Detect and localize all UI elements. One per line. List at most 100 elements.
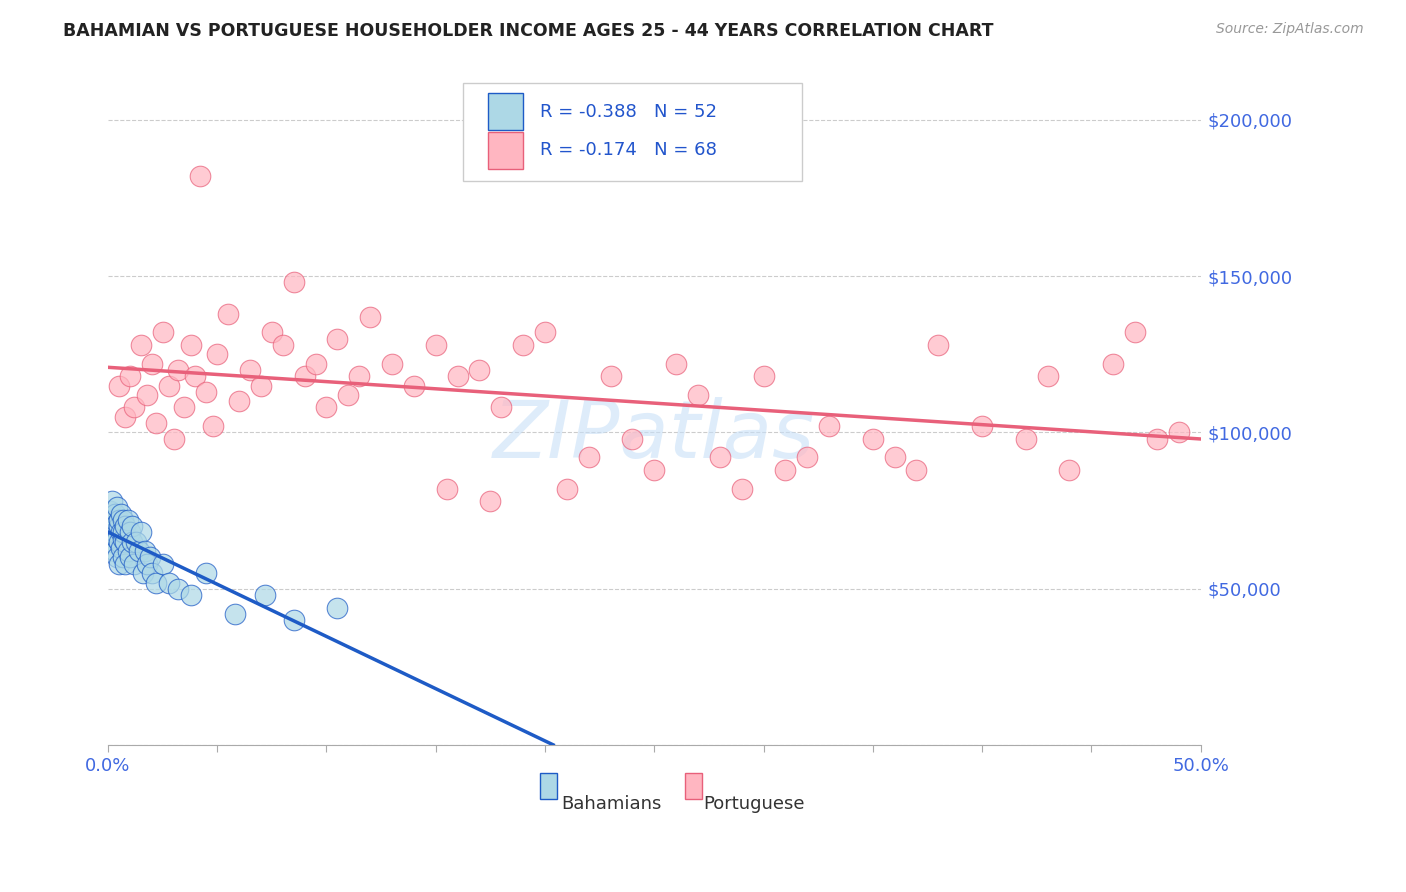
- Point: [103, 507, 125, 521]
- Text: BAHAMIAN VS PORTUGUESE HOUSEHOLDER INCOME AGES 25 - 44 YEARS CORRELATION CHART: BAHAMIAN VS PORTUGUESE HOUSEHOLDER INCOM…: [63, 22, 994, 40]
- Point: [555, 482, 578, 496]
- Point: [167, 582, 190, 596]
- Point: [1167, 425, 1189, 440]
- Point: [315, 401, 337, 415]
- Point: [128, 544, 150, 558]
- Point: [108, 513, 131, 527]
- Point: [927, 338, 949, 352]
- Point: [157, 378, 180, 392]
- Point: [129, 525, 152, 540]
- Point: [110, 507, 132, 521]
- Point: [224, 607, 246, 621]
- Point: [468, 363, 491, 377]
- Text: Portuguese: Portuguese: [703, 796, 804, 814]
- Point: [1036, 369, 1059, 384]
- Point: [188, 169, 211, 183]
- Point: [479, 494, 502, 508]
- Point: [180, 588, 202, 602]
- Point: [446, 369, 468, 384]
- Text: R = -0.174   N = 68: R = -0.174 N = 68: [540, 141, 717, 160]
- Point: [136, 557, 159, 571]
- Point: [970, 419, 993, 434]
- Point: [118, 525, 141, 540]
- Point: [883, 450, 905, 465]
- Point: [134, 544, 156, 558]
- Point: [349, 369, 371, 384]
- Point: [201, 419, 224, 434]
- Point: [1102, 357, 1125, 371]
- Point: [152, 557, 174, 571]
- FancyBboxPatch shape: [685, 773, 703, 799]
- Point: [686, 388, 709, 402]
- Point: [103, 544, 125, 558]
- Point: [105, 550, 128, 565]
- Point: [114, 519, 136, 533]
- Point: [402, 378, 425, 392]
- Point: [578, 450, 600, 465]
- Point: [114, 534, 136, 549]
- FancyBboxPatch shape: [488, 132, 523, 169]
- Point: [254, 588, 277, 602]
- Point: [621, 432, 644, 446]
- Text: ZIPatlas: ZIPatlas: [494, 397, 815, 475]
- Point: [643, 463, 665, 477]
- Point: [796, 450, 818, 465]
- Point: [491, 401, 513, 415]
- Text: Bahamians: Bahamians: [561, 796, 662, 814]
- Point: [136, 388, 159, 402]
- Point: [294, 369, 316, 384]
- Point: [117, 544, 139, 558]
- Point: [110, 525, 132, 540]
- Point: [141, 566, 163, 581]
- Point: [665, 357, 688, 371]
- Point: [818, 419, 841, 434]
- Point: [122, 557, 145, 571]
- Point: [138, 550, 160, 565]
- Point: [121, 519, 143, 533]
- Point: [599, 369, 621, 384]
- Point: [250, 378, 273, 392]
- Point: [337, 388, 360, 402]
- Point: [112, 532, 135, 546]
- Point: [752, 369, 775, 384]
- Point: [117, 513, 139, 527]
- Point: [122, 401, 145, 415]
- Point: [114, 557, 136, 571]
- Text: R = -0.388   N = 52: R = -0.388 N = 52: [540, 103, 717, 121]
- Point: [217, 307, 239, 321]
- Point: [271, 338, 294, 352]
- Point: [162, 432, 184, 446]
- Point: [105, 500, 128, 515]
- Point: [105, 532, 128, 546]
- Point: [141, 357, 163, 371]
- Point: [98, 525, 121, 540]
- Point: [121, 534, 143, 549]
- Point: [304, 357, 326, 371]
- Point: [114, 409, 136, 424]
- Point: [326, 332, 349, 346]
- Point: [425, 338, 447, 352]
- Point: [173, 401, 195, 415]
- FancyBboxPatch shape: [540, 773, 557, 799]
- Point: [228, 394, 250, 409]
- Point: [775, 463, 797, 477]
- Point: [105, 516, 128, 530]
- Point: [283, 276, 305, 290]
- Point: [195, 566, 218, 581]
- Point: [108, 557, 131, 571]
- Point: [108, 534, 131, 549]
- Point: [534, 326, 557, 340]
- Point: [1015, 432, 1038, 446]
- Point: [145, 575, 167, 590]
- Point: [1146, 432, 1168, 446]
- Point: [118, 550, 141, 565]
- Point: [260, 326, 283, 340]
- FancyBboxPatch shape: [488, 94, 523, 130]
- Point: [152, 326, 174, 340]
- Point: [108, 519, 131, 533]
- Point: [112, 550, 135, 565]
- Point: [101, 534, 124, 549]
- Point: [103, 525, 125, 540]
- Point: [195, 384, 218, 399]
- Point: [112, 525, 135, 540]
